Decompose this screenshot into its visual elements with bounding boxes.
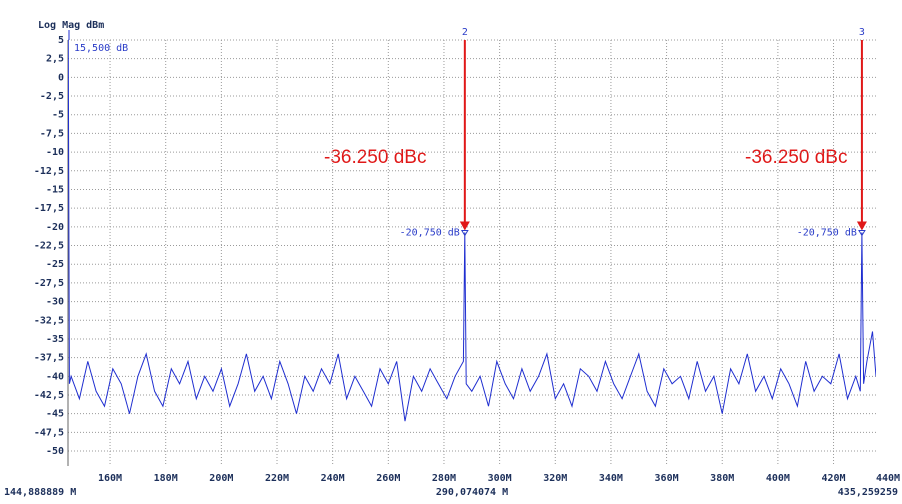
annotation-box bbox=[740, 140, 858, 176]
x-tick-label: 260M bbox=[376, 473, 400, 484]
annotation: -36.250 dBc bbox=[745, 147, 847, 168]
x-tick-label: 360M bbox=[655, 473, 679, 484]
x-tick-label: 340M bbox=[599, 473, 623, 484]
y-tick-label: 2,5 bbox=[46, 54, 64, 65]
y-tick-label: -20 bbox=[46, 222, 64, 233]
y-tick-label: -37,5 bbox=[34, 353, 64, 364]
x-tick-label: 200M bbox=[209, 473, 233, 484]
marker-symbol bbox=[460, 229, 469, 237]
marker-value-label: -20,750 dB bbox=[400, 227, 460, 238]
y-tick-label: -25 bbox=[46, 259, 64, 270]
y-tick-label: -7,5 bbox=[40, 128, 64, 139]
y-tick-label: -5 bbox=[52, 110, 64, 121]
arrow-head bbox=[459, 221, 470, 231]
x-tick-label: 280M bbox=[432, 473, 456, 484]
x-stop-label: 435,259259 bbox=[838, 487, 898, 498]
marker-value-label: 15,500 dB bbox=[74, 43, 128, 54]
y-tick-label: -45 bbox=[46, 409, 64, 420]
x-tick-label: 420M bbox=[821, 473, 845, 484]
marker-label: 2 bbox=[462, 27, 468, 38]
y-tick-label: -10 bbox=[46, 147, 64, 158]
y-tick-label: -40 bbox=[46, 371, 64, 382]
y-tick-label: -15 bbox=[46, 184, 64, 195]
marker-label: 3 bbox=[859, 27, 865, 38]
x-tick-label: 180M bbox=[154, 473, 178, 484]
x-tick-label: 380M bbox=[710, 473, 734, 484]
y-tick-label: -50 bbox=[46, 446, 64, 457]
y-tick-label: -32,5 bbox=[34, 315, 64, 326]
x-tick-label: 160M bbox=[98, 473, 122, 484]
y-tick-label: -47,5 bbox=[34, 427, 64, 438]
trace bbox=[68, 40, 876, 422]
x-tick-label: 320M bbox=[543, 473, 567, 484]
x-tick-label: 240M bbox=[321, 473, 345, 484]
marker-symbol bbox=[858, 229, 866, 237]
y-tick-label: 0 bbox=[58, 72, 64, 83]
y-tick-label: -42,5 bbox=[34, 390, 64, 401]
x-center-label: 290,074074 M bbox=[436, 487, 508, 498]
x-tick-label: 440M bbox=[876, 473, 900, 484]
y-tick-label: -17,5 bbox=[34, 203, 64, 214]
y-tick-label: -27,5 bbox=[34, 278, 64, 289]
x-start-label: 144,888889 M bbox=[4, 487, 76, 498]
annotation: -36.250 dBc bbox=[324, 147, 426, 168]
x-tick-label: 300M bbox=[488, 473, 512, 484]
marker-value-label: -20,750 dB bbox=[797, 227, 857, 238]
y-tick-label: -12,5 bbox=[34, 166, 64, 177]
y-tick-label: -2,5 bbox=[40, 91, 64, 102]
x-tick-label: 400M bbox=[766, 473, 790, 484]
y-axis-label: Log Mag dBm bbox=[38, 20, 104, 31]
y-tick-label: -30 bbox=[46, 297, 64, 308]
x-tick-label: 220M bbox=[265, 473, 289, 484]
annotation-box bbox=[320, 140, 440, 176]
y-tick-label: 5 bbox=[58, 35, 64, 46]
y-tick-label: -22,5 bbox=[34, 241, 64, 252]
y-tick-label: -35 bbox=[46, 334, 64, 345]
arrow-head bbox=[856, 221, 867, 231]
